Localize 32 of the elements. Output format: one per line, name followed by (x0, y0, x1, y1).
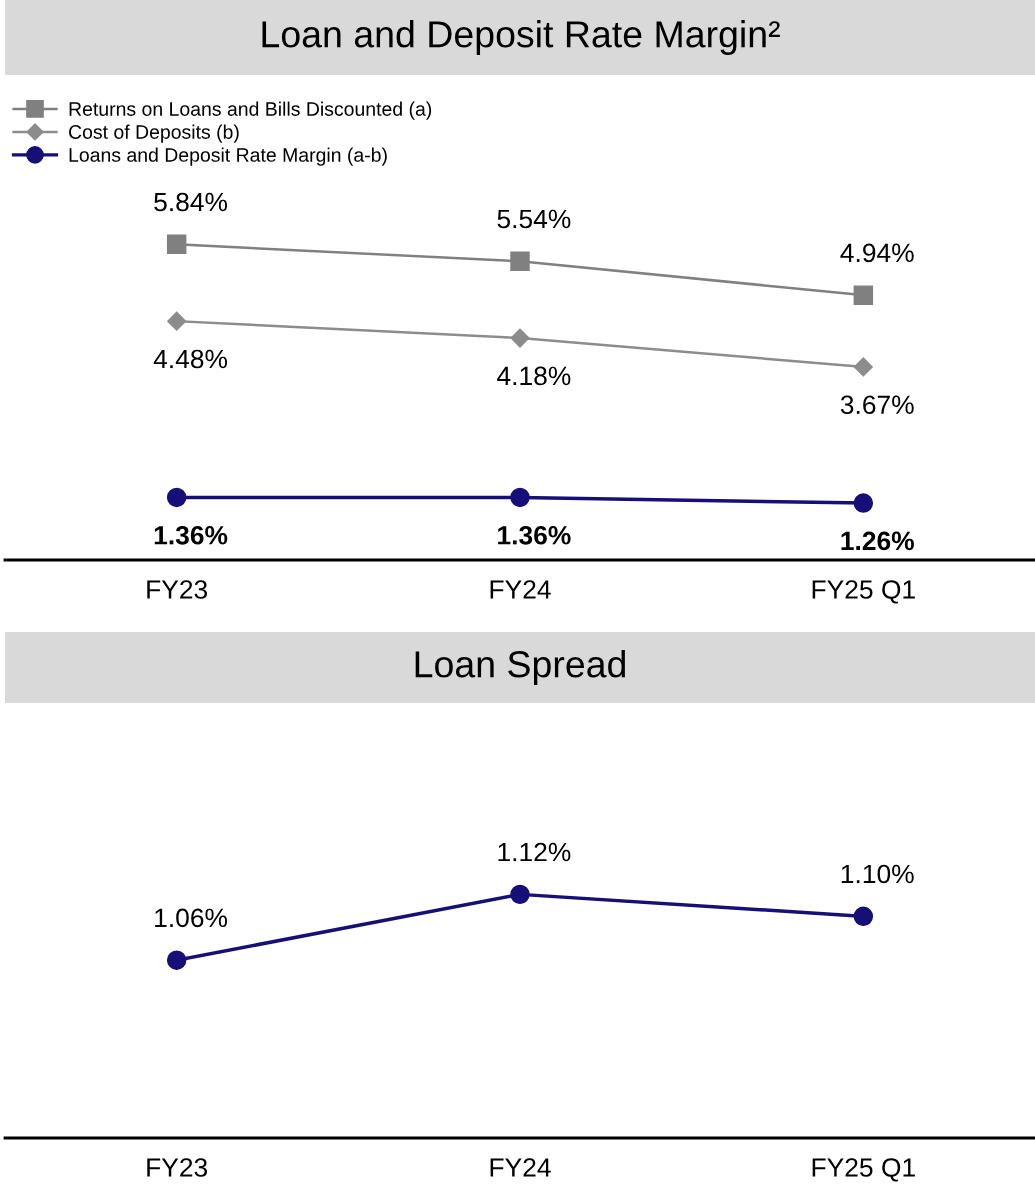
legend-label: Returns on Loans and Bills Discounted (a) (69, 101, 432, 120)
legend-label: Cost of Deposits (b) (69, 124, 239, 143)
x-tick-label: FY23 (147, 580, 208, 599)
x-tick-label: FY23 (147, 1158, 208, 1177)
data-label: 4.48% (153, 349, 228, 369)
point (853, 357, 873, 377)
data-label: 4.94% (840, 243, 914, 263)
chart-title: Loan and Deposit Rate Margin² (262, 20, 780, 55)
data-label: 4.18% (497, 366, 571, 386)
data-label: 3.67% (840, 395, 914, 415)
point (510, 251, 530, 272)
data-label: 1.36% (154, 525, 228, 545)
data-label: 1.10% (841, 864, 914, 884)
x-tick-label: FY25 Q1 (812, 1158, 915, 1182)
point (853, 285, 874, 305)
data-label: 5.84% (154, 192, 228, 212)
chart-title: Loan Spread (415, 650, 625, 685)
point (510, 487, 530, 508)
point (166, 234, 187, 255)
x-tick-label: FY25 Q1 (812, 580, 915, 604)
point (853, 493, 874, 513)
point (166, 487, 187, 508)
point (510, 328, 530, 348)
legend-label: Loans and Deposit Rate Margin (a-b) (69, 147, 387, 166)
data-label: 1.36% (498, 525, 571, 545)
data-label: 1.12% (498, 842, 571, 862)
x-tick-label: FY24 (490, 1158, 551, 1177)
point (167, 311, 187, 331)
data-label: 1.06% (155, 908, 228, 928)
data-label: 1.26% (841, 531, 914, 551)
data-label: 5.54% (497, 209, 571, 229)
x-tick-label: FY24 (490, 580, 551, 599)
